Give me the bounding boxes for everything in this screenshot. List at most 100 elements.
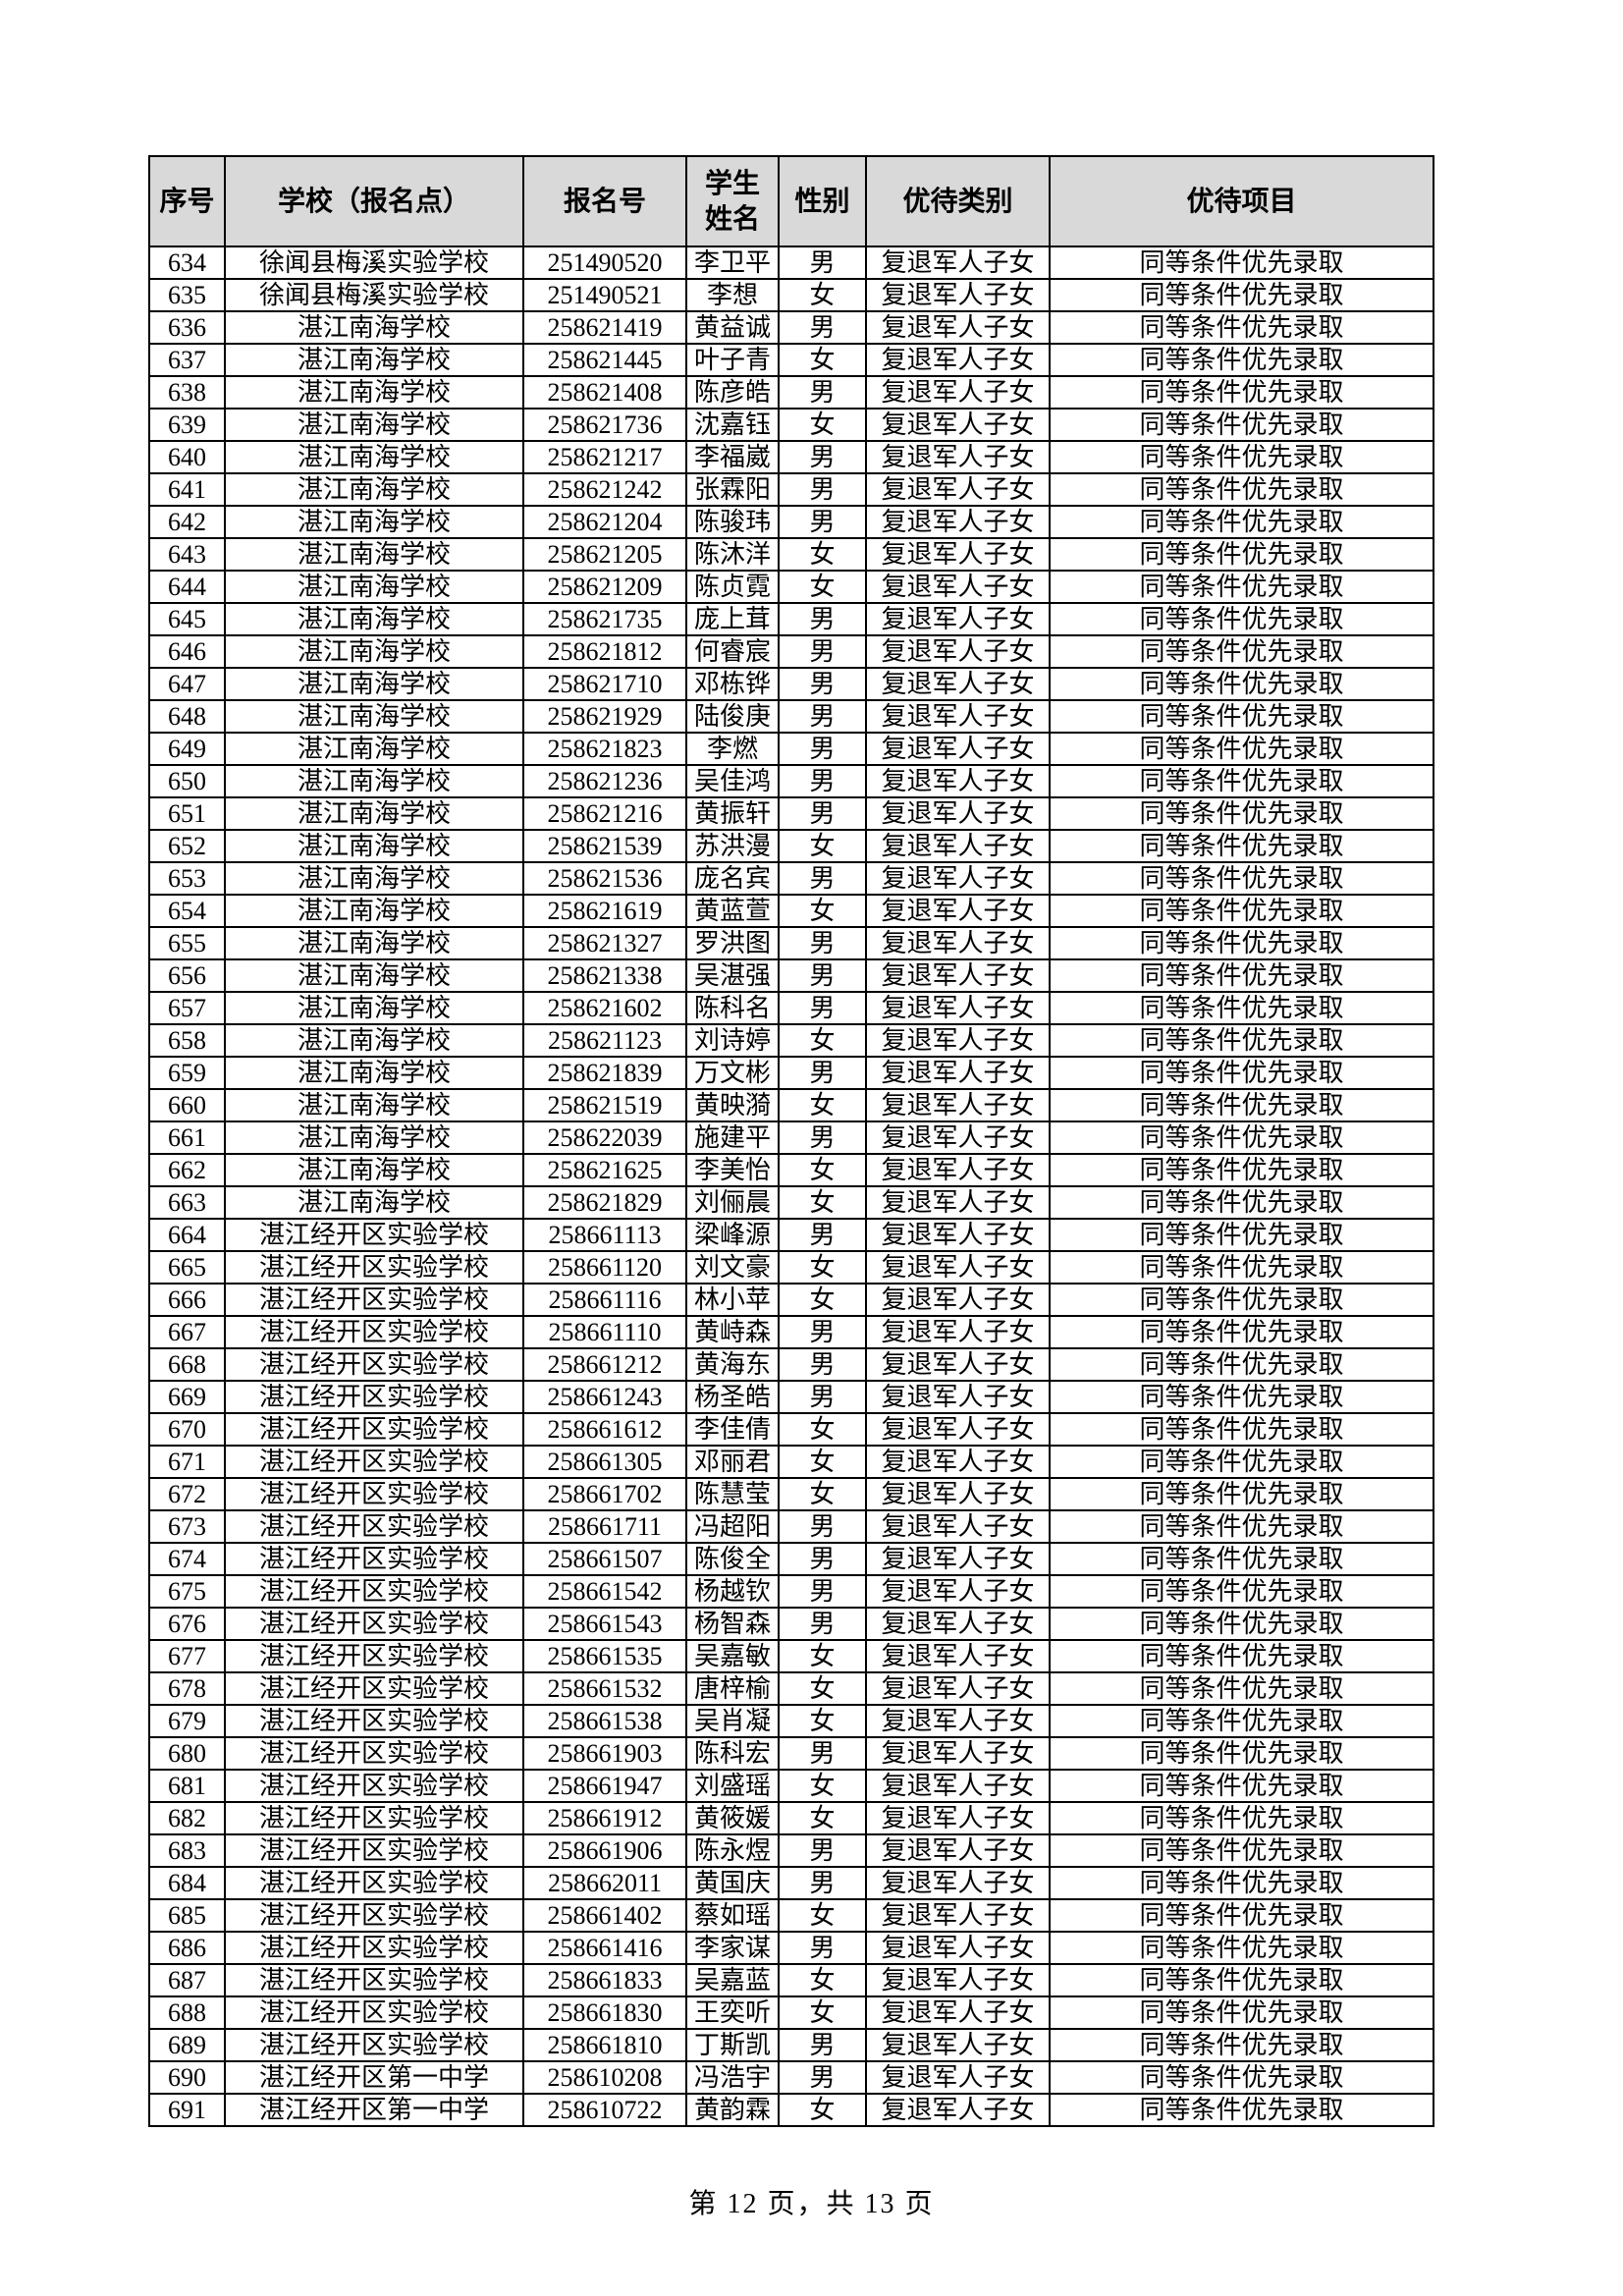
cell-priority-item: 同等条件优先录取 bbox=[1049, 505, 1434, 539]
cell-index: 667 bbox=[148, 1315, 226, 1349]
cell-index: 670 bbox=[148, 1412, 226, 1447]
cell-student-name: 黄筱媛 bbox=[685, 1801, 780, 1835]
cell-gender: 女 bbox=[778, 894, 867, 928]
cell-index: 648 bbox=[148, 699, 226, 734]
cell-school: 湛江经开区实验学校 bbox=[224, 1509, 524, 1544]
cell-gender: 女 bbox=[778, 1185, 867, 1220]
table-row: 661 湛江南海学校 258622039 施建平男复退军人子女 同等条件优先录取 bbox=[148, 1121, 1434, 1155]
cell-priority-category: 复退军人子女 bbox=[865, 1801, 1051, 1835]
cell-student-name: 陈彦皓 bbox=[685, 375, 780, 410]
cell-student-name: 李燃 bbox=[685, 732, 780, 766]
cell-priority-category: 复退军人子女 bbox=[865, 699, 1051, 734]
cell-priority-item: 同等条件优先录取 bbox=[1049, 1121, 1434, 1155]
cell-school: 湛江南海学校 bbox=[224, 1185, 524, 1220]
cell-registration-no: 258621839 bbox=[522, 1056, 687, 1090]
cell-priority-category: 复退军人子女 bbox=[865, 667, 1051, 701]
cell-index: 651 bbox=[148, 796, 226, 831]
cell-priority-category: 复退军人子女 bbox=[865, 991, 1051, 1025]
cell-index: 659 bbox=[148, 1056, 226, 1090]
cell-priority-item: 同等条件优先录取 bbox=[1049, 1250, 1434, 1285]
cell-registration-no: 258621236 bbox=[522, 764, 687, 798]
cell-priority-item: 同等条件优先录取 bbox=[1049, 2093, 1434, 2127]
cell-school: 湛江经开区实验学校 bbox=[224, 1931, 524, 1965]
cell-school: 湛江经开区实验学校 bbox=[224, 1639, 524, 1673]
cell-priority-category: 复退军人子女 bbox=[865, 1607, 1051, 1641]
table-row: 666 湛江经开区实验学校 258661116 林小苹女复退军人子女 同等条件优先录取 bbox=[148, 1283, 1434, 1317]
cell-student-name: 黄振轩 bbox=[685, 796, 780, 831]
cell-school: 湛江南海学校 bbox=[224, 570, 524, 604]
cell-index: 662 bbox=[148, 1153, 226, 1187]
table-row: 658 湛江南海学校 258621123 刘诗婷女复退军人子女 同等条件优先录取 bbox=[148, 1023, 1434, 1058]
cell-school: 湛江南海学校 bbox=[224, 699, 524, 734]
cell-registration-no: 258610722 bbox=[522, 2093, 687, 2127]
cell-student-name: 李想 bbox=[685, 278, 780, 312]
cell-student-name: 陈骏玮 bbox=[685, 505, 780, 539]
cell-student-name: 黄映漪 bbox=[685, 1088, 780, 1122]
cell-index: 691 bbox=[148, 2093, 226, 2127]
cell-school: 湛江南海学校 bbox=[224, 310, 524, 345]
cell-gender: 女 bbox=[778, 1995, 867, 2030]
table-row: 646 湛江南海学校 258621812 何睿宸男复退军人子女 同等条件优先录取 bbox=[148, 634, 1434, 669]
cell-gender: 女 bbox=[778, 829, 867, 863]
cell-registration-no: 258661402 bbox=[522, 1898, 687, 1933]
cell-priority-category: 复退军人子女 bbox=[865, 894, 1051, 928]
cell-gender: 男 bbox=[778, 2028, 867, 2062]
cell-index: 660 bbox=[148, 1088, 226, 1122]
cell-registration-no: 258661416 bbox=[522, 1931, 687, 1965]
cell-index: 644 bbox=[148, 570, 226, 604]
cell-priority-item: 同等条件优先录取 bbox=[1049, 278, 1434, 312]
table-row: 679 湛江经开区实验学校 258661538 吴肖凝女复退军人子女 同等条件优先录取 bbox=[148, 1704, 1434, 1738]
cell-index: 638 bbox=[148, 375, 226, 410]
cell-student-name: 何睿宸 bbox=[685, 634, 780, 669]
cell-gender: 男 bbox=[778, 1833, 867, 1868]
cell-school: 湛江经开区实验学校 bbox=[224, 1347, 524, 1382]
cell-priority-item: 同等条件优先录取 bbox=[1049, 1736, 1434, 1771]
cell-student-name: 梁峰源 bbox=[685, 1218, 780, 1252]
cell-school: 湛江南海学校 bbox=[224, 1088, 524, 1122]
cell-index: 652 bbox=[148, 829, 226, 863]
cell-index: 683 bbox=[148, 1833, 226, 1868]
table-row: 668 湛江经开区实验学校 258661212 黄海东男复退军人子女 同等条件优先录取 bbox=[148, 1347, 1434, 1382]
cell-index: 689 bbox=[148, 2028, 226, 2062]
cell-gender: 女 bbox=[778, 1704, 867, 1738]
cell-priority-category: 复退军人子女 bbox=[865, 1380, 1051, 1414]
cell-student-name: 吴肖凝 bbox=[685, 1704, 780, 1738]
cell-student-name: 刘俪晨 bbox=[685, 1185, 780, 1220]
cell-priority-item: 同等条件优先录取 bbox=[1049, 1931, 1434, 1965]
cell-priority-category: 复退军人子女 bbox=[865, 1542, 1051, 1576]
cell-gender: 男 bbox=[778, 2060, 867, 2095]
header-col-student-name: 学生 姓名 bbox=[685, 155, 780, 247]
cell-registration-no: 258621619 bbox=[522, 894, 687, 928]
table-row: 680 湛江经开区实验学校 258661903 陈科宏男复退军人子女 同等条件优先录取 bbox=[148, 1736, 1434, 1771]
cell-index: 690 bbox=[148, 2060, 226, 2095]
cell-gender: 女 bbox=[778, 1283, 867, 1317]
cell-school: 湛江经开区实验学校 bbox=[224, 1283, 524, 1317]
cell-student-name: 张霖阳 bbox=[685, 472, 780, 507]
cell-school: 湛江南海学校 bbox=[224, 343, 524, 377]
cell-student-name: 邓栋铧 bbox=[685, 667, 780, 701]
cell-gender: 男 bbox=[778, 1056, 867, 1090]
cell-student-name: 黄国庆 bbox=[685, 1866, 780, 1900]
cell-registration-no: 258661912 bbox=[522, 1801, 687, 1835]
cell-registration-no: 258661947 bbox=[522, 1769, 687, 1803]
cell-priority-category: 复退军人子女 bbox=[865, 796, 1051, 831]
cell-registration-no: 258661906 bbox=[522, 1833, 687, 1868]
cell-registration-no: 258621209 bbox=[522, 570, 687, 604]
cell-registration-no: 258610208 bbox=[522, 2060, 687, 2095]
table-row: 685 湛江经开区实验学校 258661402 蔡如瑶女复退军人子女 同等条件优先录取 bbox=[148, 1898, 1434, 1933]
cell-priority-category: 复退军人子女 bbox=[865, 1866, 1051, 1900]
cell-school: 湛江南海学校 bbox=[224, 634, 524, 669]
cell-school: 湛江南海学校 bbox=[224, 894, 524, 928]
cell-gender: 男 bbox=[778, 1607, 867, 1641]
cell-priority-item: 同等条件优先录取 bbox=[1049, 2060, 1434, 2095]
cell-priority-category: 复退军人子女 bbox=[865, 343, 1051, 377]
cell-gender: 男 bbox=[778, 958, 867, 993]
cell-registration-no: 258621735 bbox=[522, 602, 687, 636]
cell-index: 650 bbox=[148, 764, 226, 798]
cell-index: 676 bbox=[148, 1607, 226, 1641]
cell-registration-no: 251490520 bbox=[522, 246, 687, 280]
cell-priority-category: 复退军人子女 bbox=[865, 1995, 1051, 2030]
cell-priority-item: 同等条件优先录取 bbox=[1049, 1153, 1434, 1187]
cell-gender: 男 bbox=[778, 310, 867, 345]
cell-student-name: 杨智森 bbox=[685, 1607, 780, 1641]
